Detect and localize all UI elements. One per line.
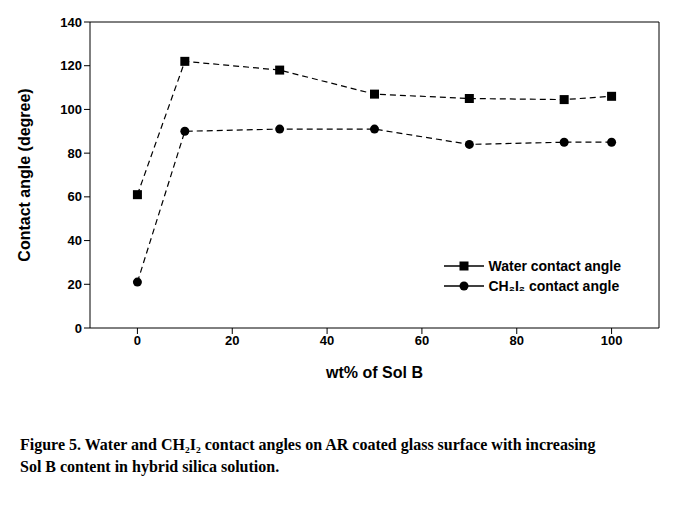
svg-text:20: 20 [68,277,82,292]
svg-text:Contact angle (degree): Contact angle (degree) [16,88,33,261]
svg-text:60: 60 [415,333,429,348]
svg-text:120: 120 [60,58,82,73]
html-text:Figure 5. Water and CH₂I₂ cont: Figure 5. Water and CH₂I₂ contact angles… [20,436,596,475]
svg-text:80: 80 [68,146,82,161]
svg-text:20: 20 [225,333,239,348]
svg-text:40: 40 [68,233,82,248]
svg-text:60: 60 [68,189,82,204]
svg-text:140: 140 [60,15,82,30]
html-text:Water contact angle: Water contact angle [488,258,621,274]
svg-text:0: 0 [134,333,141,348]
html-text:CH₂I₂ contact angle: CH₂I₂ contact angle [488,278,620,294]
svg-text:0: 0 [75,321,82,336]
svg-text:80: 80 [510,333,524,348]
svg-text:40: 40 [320,333,334,348]
svg-text:100: 100 [60,102,82,117]
svg-text:100: 100 [601,333,623,348]
svg-text:wt% of Sol B: wt% of Sol B [325,364,423,381]
